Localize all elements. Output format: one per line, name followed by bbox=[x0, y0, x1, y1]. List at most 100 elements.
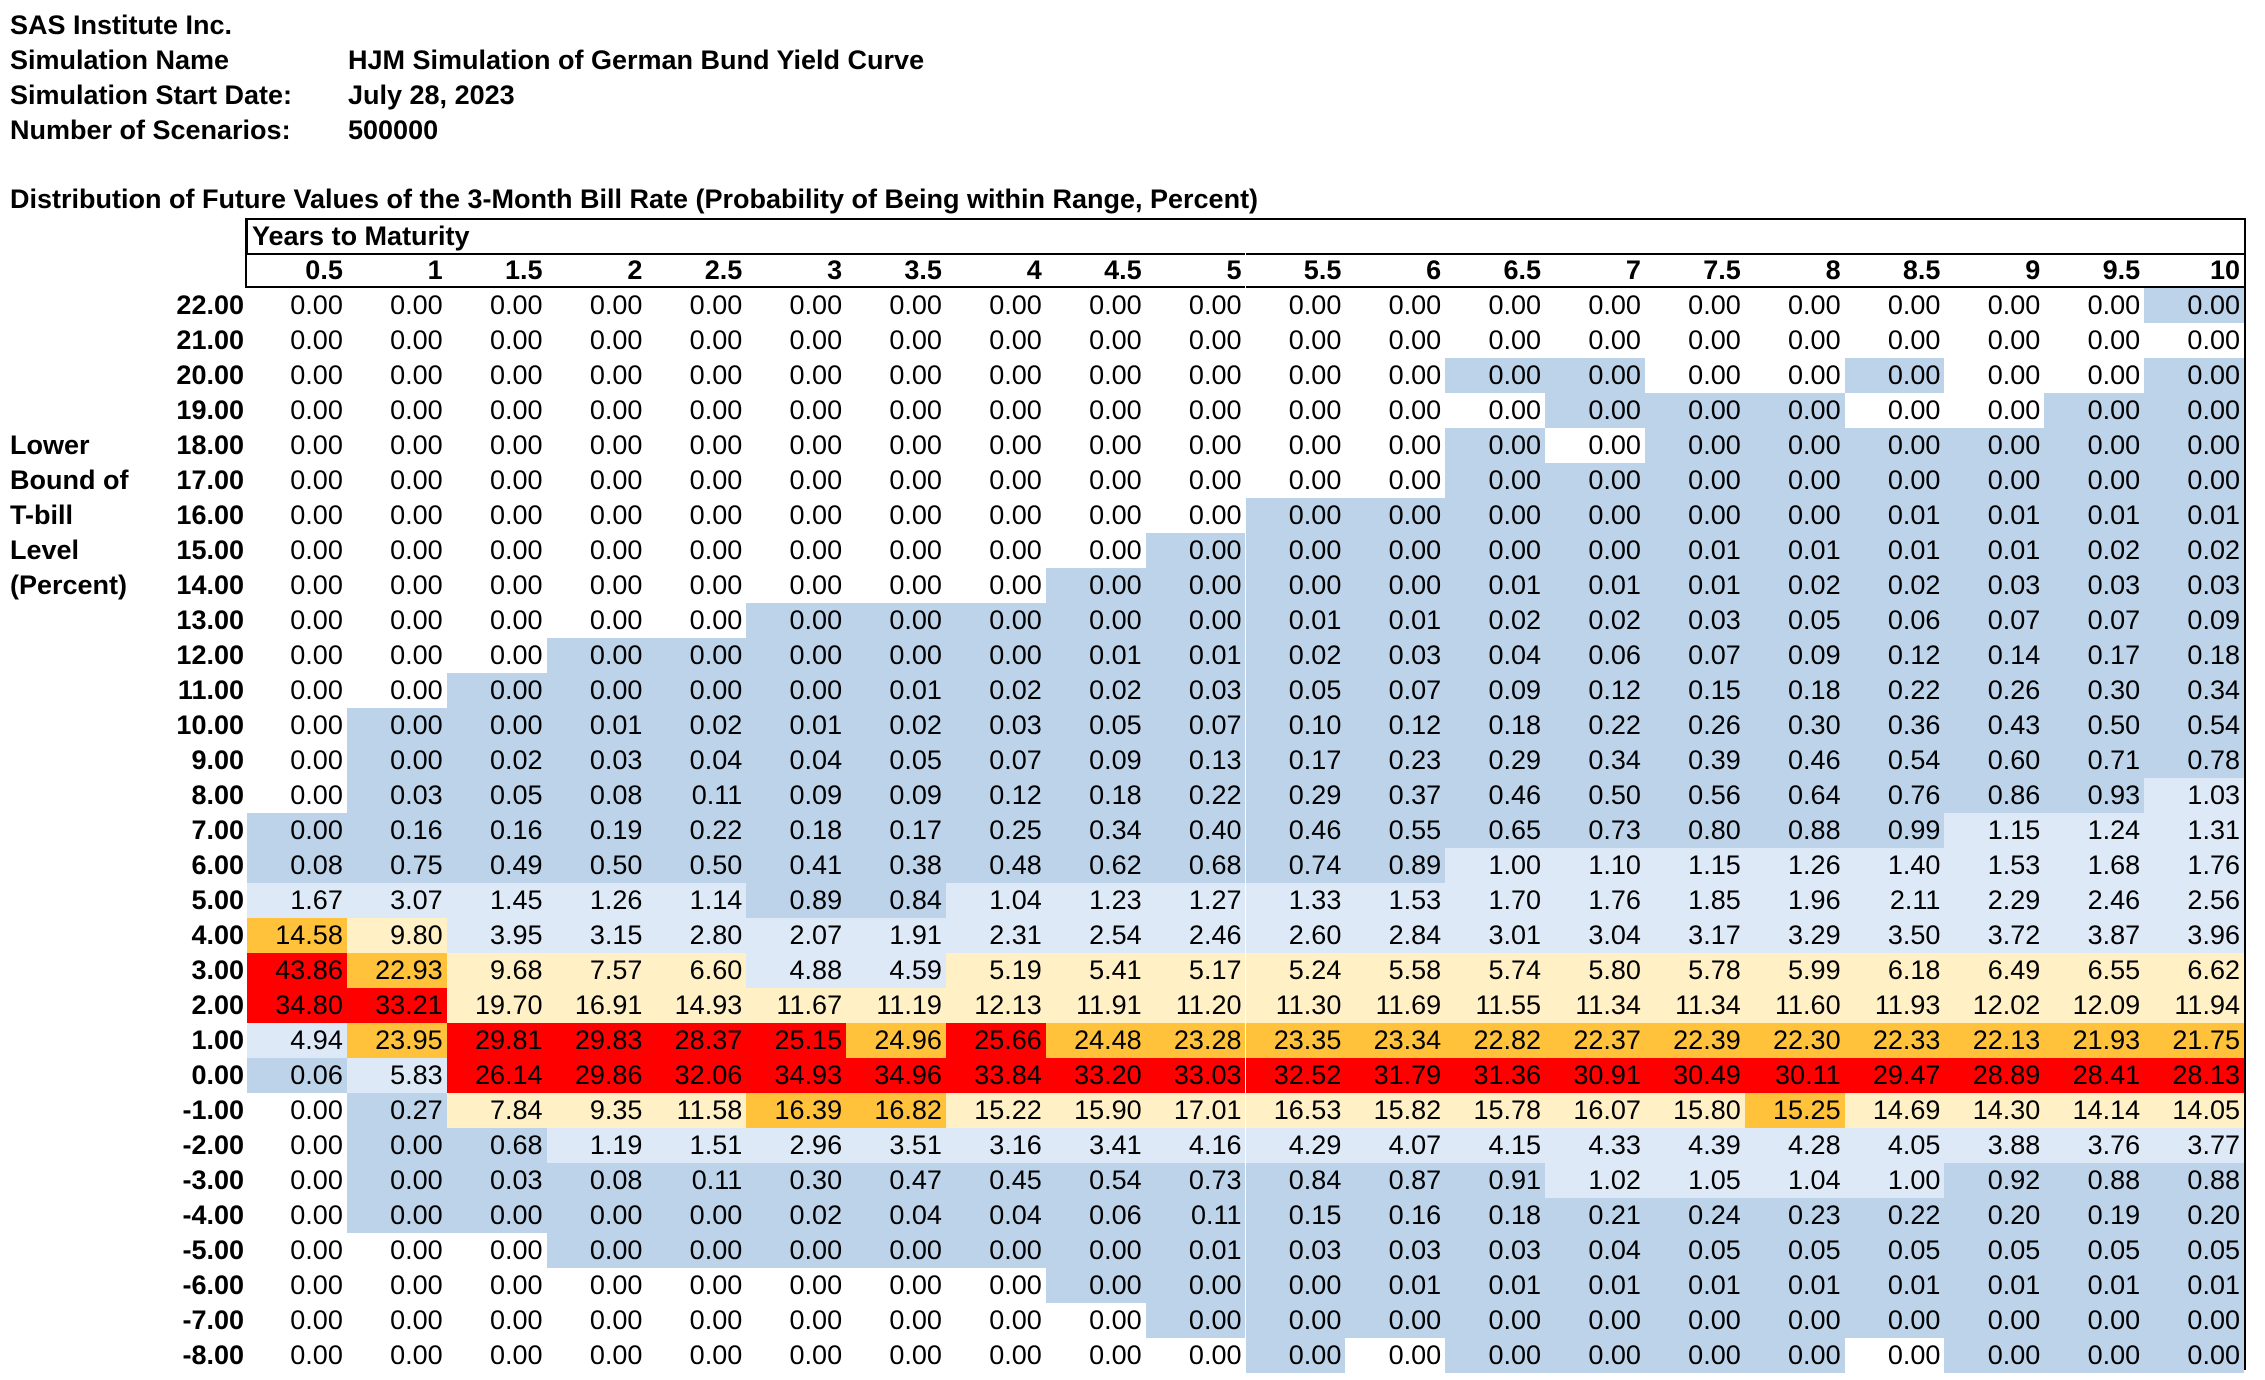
table-cell: 4.15 bbox=[1445, 1128, 1546, 1163]
table-cell: 0.00 bbox=[446, 533, 547, 568]
table-cell: 0.89 bbox=[746, 883, 847, 918]
table-cell: 15.90 bbox=[1045, 1093, 1146, 1128]
table-cell: 0.00 bbox=[646, 1198, 747, 1233]
table-cell: 0.00 bbox=[546, 1198, 647, 1233]
table-cell: 0.01 bbox=[546, 708, 647, 743]
table-cell: 19.70 bbox=[446, 988, 547, 1023]
table-cell: 0.12 bbox=[1345, 708, 1446, 743]
table-cell: 0.00 bbox=[1744, 1338, 1845, 1373]
table-cell: 0.00 bbox=[446, 1198, 547, 1233]
table-cell: 5.17 bbox=[1145, 953, 1246, 988]
table-cell: 0.00 bbox=[247, 533, 347, 568]
table-cell: 0.00 bbox=[446, 673, 547, 708]
table-cell: 0.00 bbox=[446, 638, 547, 673]
start-date-label: Simulation Start Date: bbox=[10, 80, 293, 110]
table-cell: 1.04 bbox=[945, 883, 1046, 918]
table-cell: 3.76 bbox=[2044, 1128, 2145, 1163]
start-date-value: July 28, 2023 bbox=[348, 80, 515, 110]
table-cell: 0.00 bbox=[1844, 1338, 1945, 1373]
table-cell: 0.08 bbox=[546, 1163, 647, 1198]
table-cell: 0.00 bbox=[1744, 358, 1845, 393]
table-cell: 14.69 bbox=[1844, 1093, 1945, 1128]
table-cell: 0.00 bbox=[346, 393, 447, 428]
row-header: 9.00 bbox=[191, 745, 244, 775]
table-cell: 0.00 bbox=[1345, 288, 1446, 323]
table-cell: 0.00 bbox=[1145, 1268, 1246, 1303]
table-cell: 0.00 bbox=[1445, 428, 1546, 463]
column-header: 7 bbox=[1545, 253, 1645, 288]
row-header: 18.00 bbox=[176, 430, 244, 460]
table-cell: 0.00 bbox=[1345, 358, 1446, 393]
table-cell: 22.39 bbox=[1644, 1023, 1745, 1058]
table-cell: 11.20 bbox=[1145, 988, 1246, 1023]
table-cell: 2.80 bbox=[646, 918, 747, 953]
table-cell: 0.00 bbox=[846, 533, 946, 568]
table-cell: 0.55 bbox=[1345, 813, 1446, 848]
table-cell: 0.07 bbox=[945, 743, 1046, 778]
table-cell: 0.02 bbox=[1445, 603, 1546, 638]
table-cell: 0.00 bbox=[346, 1338, 447, 1373]
table-cell: 0.00 bbox=[1445, 498, 1546, 533]
table-cell: 11.93 bbox=[1844, 988, 1945, 1023]
table-cell: 0.03 bbox=[1944, 568, 2045, 603]
table-cell: 0.92 bbox=[1944, 1163, 2045, 1198]
table-cell: 0.09 bbox=[1045, 743, 1146, 778]
table-cell: 0.18 bbox=[746, 813, 847, 848]
table-cell: 2.46 bbox=[2044, 883, 2145, 918]
table-cell: 0.00 bbox=[1944, 393, 2045, 428]
table-cell: 1.76 bbox=[1545, 883, 1645, 918]
table-cell: 0.00 bbox=[1445, 393, 1546, 428]
table-cell: 3.07 bbox=[346, 883, 447, 918]
table-cell: 0.00 bbox=[1944, 1303, 2045, 1338]
table-cell: 15.22 bbox=[945, 1093, 1046, 1128]
table-cell: 5.74 bbox=[1445, 953, 1546, 988]
table-cell: 3.87 bbox=[2044, 918, 2145, 953]
table-cell: 0.01 bbox=[1644, 568, 1745, 603]
table-cell: 0.00 bbox=[1045, 568, 1146, 603]
table-cell: 0.00 bbox=[2044, 428, 2145, 463]
table-cell: 0.03 bbox=[1445, 1233, 1546, 1268]
row-header: 12.00 bbox=[176, 640, 244, 670]
table-cell: 0.22 bbox=[1545, 708, 1645, 743]
table-cell: 0.00 bbox=[1145, 358, 1246, 393]
table-cell: 11.34 bbox=[1644, 988, 1745, 1023]
table-cell: 24.96 bbox=[846, 1023, 946, 1058]
table-cell: 0.00 bbox=[846, 1338, 946, 1373]
table-cell: 0.10 bbox=[1245, 708, 1346, 743]
table-cell: 3.88 bbox=[1944, 1128, 2045, 1163]
table-cell: 0.00 bbox=[346, 1163, 447, 1198]
table-cell: 0.00 bbox=[247, 813, 347, 848]
row-header: -6.00 bbox=[182, 1270, 244, 1300]
table-cell: 0.46 bbox=[1445, 778, 1546, 813]
table-cell: 0.36 bbox=[1844, 708, 1945, 743]
simulation-name-label: Simulation Name bbox=[10, 45, 230, 75]
table-cell: 0.00 bbox=[746, 288, 847, 323]
table-cell: 9.68 bbox=[446, 953, 547, 988]
table-cell: 0.00 bbox=[1844, 463, 1945, 498]
table-cell: 0.00 bbox=[1744, 1303, 1845, 1338]
table-cell: 0.16 bbox=[446, 813, 547, 848]
table-cell: 0.00 bbox=[945, 288, 1046, 323]
table-cell: 0.00 bbox=[2144, 393, 2244, 428]
table-cell: 5.19 bbox=[945, 953, 1046, 988]
row-header: -5.00 bbox=[182, 1235, 244, 1265]
table-cell: 3.77 bbox=[2144, 1128, 2244, 1163]
column-header: 8 bbox=[1744, 253, 1845, 288]
table-cell: 5.99 bbox=[1744, 953, 1845, 988]
table-cell: 0.00 bbox=[846, 393, 946, 428]
table-cell: 0.00 bbox=[2144, 323, 2244, 358]
table-cell: 0.00 bbox=[1644, 288, 1745, 323]
table-cell: 0.00 bbox=[1944, 323, 2045, 358]
table-cell: 0.00 bbox=[346, 498, 447, 533]
table-cell: 0.00 bbox=[546, 1233, 647, 1268]
table-cell: 0.02 bbox=[1844, 568, 1945, 603]
table-cell: 0.14 bbox=[1944, 638, 2045, 673]
table-cell: 0.00 bbox=[2044, 1303, 2145, 1338]
table-cell: 0.00 bbox=[1345, 393, 1446, 428]
table-cell: 1.33 bbox=[1245, 883, 1346, 918]
table-cell: 2.31 bbox=[945, 918, 1046, 953]
table-cell: 0.00 bbox=[446, 463, 547, 498]
table-cell: 0.00 bbox=[546, 323, 647, 358]
table-cell: 0.06 bbox=[247, 1058, 347, 1093]
table-cell: 0.18 bbox=[1744, 673, 1845, 708]
